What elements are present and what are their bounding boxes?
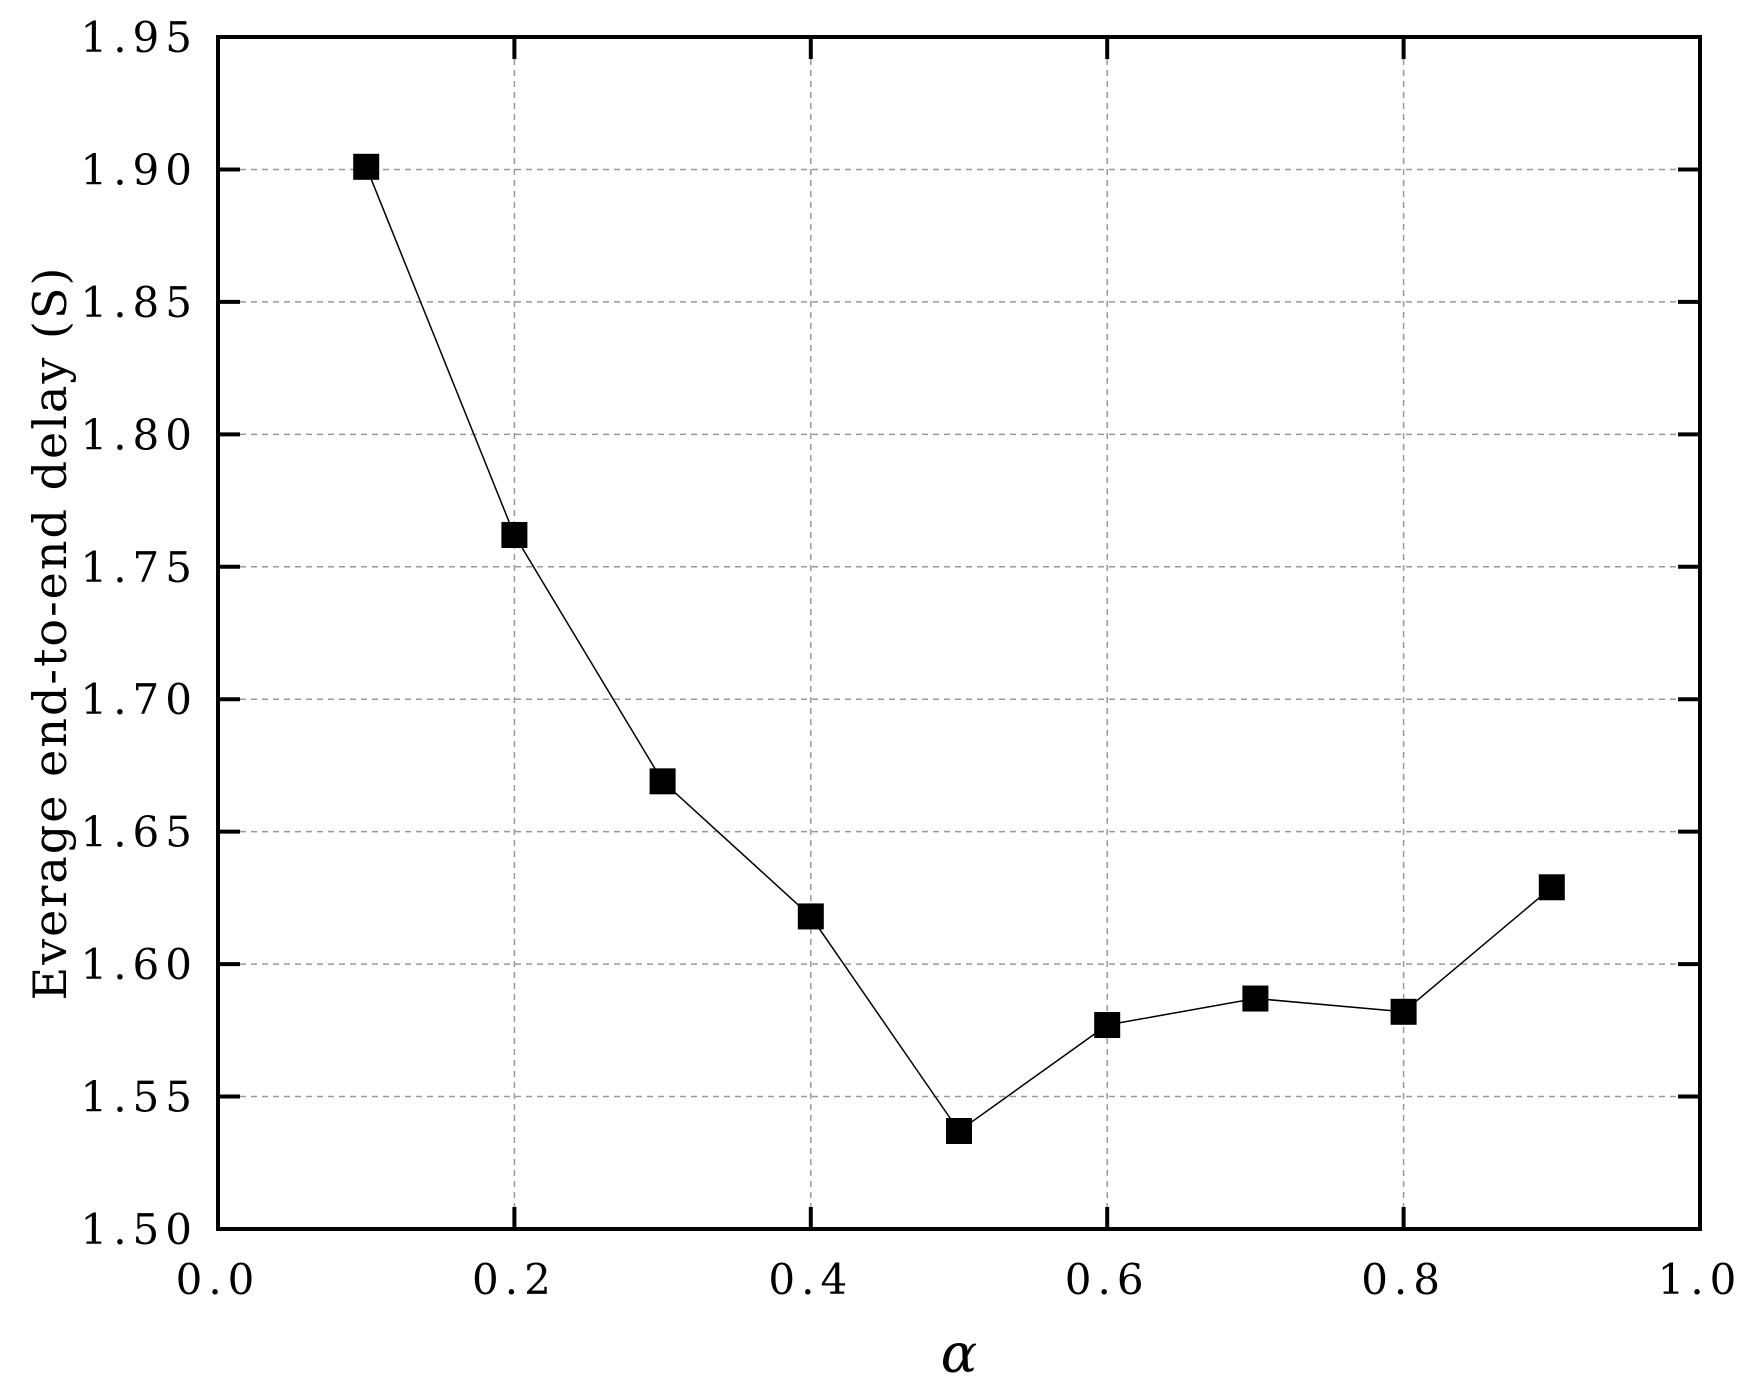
x-tick-label: 0.8 (1361, 1255, 1446, 1304)
y-tick-label: 1.70 (80, 675, 198, 724)
x-tick-label: 0.6 (1065, 1255, 1150, 1304)
series-layer (353, 153, 1565, 1144)
y-tick-label: 1.90 (80, 145, 198, 194)
data-point-marker (1538, 874, 1565, 901)
x-axis-title: α (941, 1322, 977, 1385)
y-axis-title: Everage end-to-end delay (S) (23, 266, 77, 1001)
data-point-marker (649, 768, 676, 795)
data-point-marker (353, 153, 380, 180)
data-point-marker (797, 903, 824, 930)
y-tick-label: 1.60 (80, 940, 198, 989)
y-tick-label: 1.85 (80, 278, 198, 327)
data-point-marker (501, 521, 528, 548)
series-line (365, 166, 1553, 1133)
y-tick-label: 1.80 (80, 410, 198, 459)
data-point-marker (1390, 998, 1417, 1025)
axis-ticks: 0.0 0.2 0.4 0.6 0.8 1.0 1.50 1.55 1.60 1.65 1.70 1.… (80, 13, 1743, 1304)
y-tick-label: 1.75 (80, 543, 198, 592)
plot-border (216, 35, 1702, 1231)
x-tick-label: 1.0 (1658, 1255, 1743, 1304)
data-point-marker (1094, 1012, 1121, 1039)
y-tick-label: 1.65 (80, 808, 198, 857)
y-tick-label: 1.55 (80, 1073, 198, 1122)
y-tick-label: 1.50 (80, 1205, 198, 1254)
data-point-marker (946, 1117, 972, 1144)
y-tick-label: 1.95 (80, 13, 198, 62)
x-tick-label: 0.0 (176, 1255, 261, 1304)
grid-lines (218, 37, 1700, 1229)
plot-frame (216, 35, 1702, 1231)
x-tick-label: 0.4 (768, 1255, 853, 1304)
data-point-marker (1242, 985, 1269, 1012)
x-tick-label: 0.2 (472, 1255, 557, 1304)
